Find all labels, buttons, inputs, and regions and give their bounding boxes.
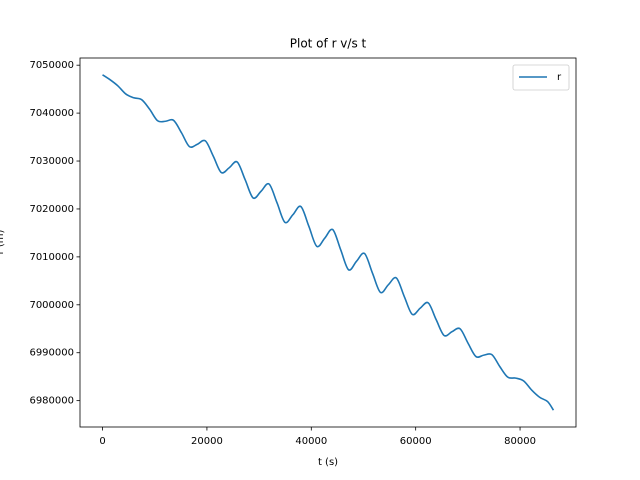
y-tick-label: 6980000 xyxy=(29,396,74,407)
chart-title: Plot of r v/s t xyxy=(290,37,367,51)
y-tick-label: 7020000 xyxy=(29,204,74,215)
y-tick-label: 7030000 xyxy=(29,156,74,167)
y-tick-label: 7010000 xyxy=(29,252,74,263)
x-axis-label: t (s) xyxy=(318,457,338,468)
x-tick-label: 60000 xyxy=(400,436,432,447)
y-axis-label: r (m) xyxy=(0,229,6,254)
y-tick-label: 7000000 xyxy=(29,300,74,311)
legend-label: r xyxy=(557,72,562,83)
plot-frame xyxy=(79,57,577,428)
data-line xyxy=(102,74,555,411)
y-tick-label: 7050000 xyxy=(29,60,74,71)
y-tick-label: 6990000 xyxy=(29,348,74,359)
y-tick-label: 7040000 xyxy=(29,108,74,119)
x-tick-label: 40000 xyxy=(295,436,327,447)
x-tick-label: 80000 xyxy=(504,436,536,447)
x-tick-label: 0 xyxy=(99,436,105,447)
x-tick-label: 20000 xyxy=(191,436,223,447)
